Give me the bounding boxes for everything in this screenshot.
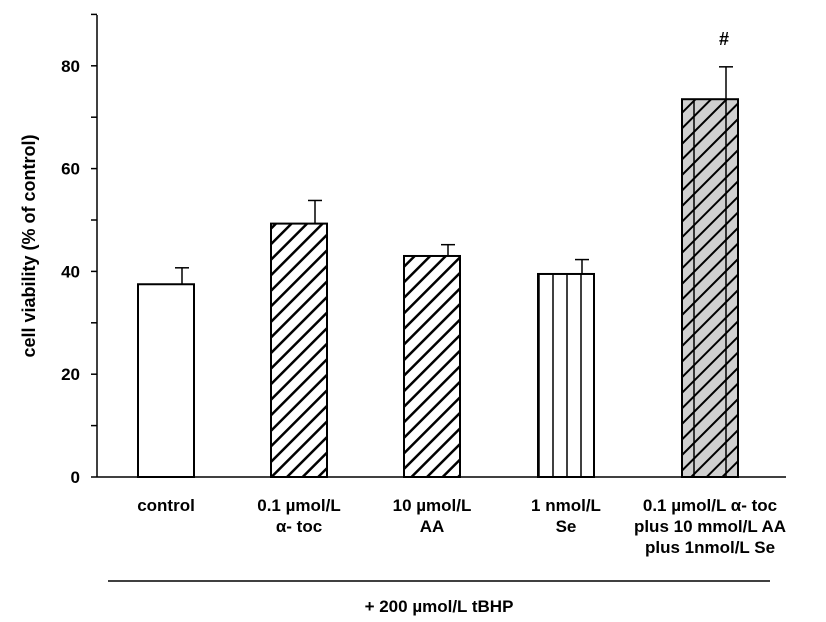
y-tick-label: 40 <box>61 262 80 281</box>
bar <box>137 283 195 478</box>
x-tick-label: control <box>137 496 195 515</box>
x-tick-label: 10 µmol/L AA <box>393 496 472 536</box>
bar <box>403 254 461 478</box>
x-axis-label: + 200 µmol/L tBHP <box>365 597 514 616</box>
x-labels: control 0.1 µmol/L α- toc 10 µmol/L AA 1 nmol… <box>137 496 786 557</box>
y-tick-label: 60 <box>61 160 80 179</box>
y-axis-label: cell viability (% of control) <box>19 134 39 357</box>
x-tick-label: 0.1 µmol/L α- toc plus 10 mmol/L AA plus 1… <box>634 496 786 557</box>
y-tick-label: 0 <box>71 468 80 487</box>
bar <box>270 222 328 478</box>
y-tick-label: 20 <box>61 365 80 384</box>
bar <box>681 98 739 479</box>
x-tick-label: 1 nmol/L Se <box>531 496 601 536</box>
bars: # <box>137 29 739 479</box>
y-ticks: 0 20 40 60 80 <box>61 13 97 487</box>
significance-marker: # <box>719 29 729 49</box>
x-tick-label: 0.1 µmol/L α- toc <box>257 496 340 536</box>
bar <box>537 272 595 478</box>
y-tick-label: 80 <box>61 57 80 76</box>
